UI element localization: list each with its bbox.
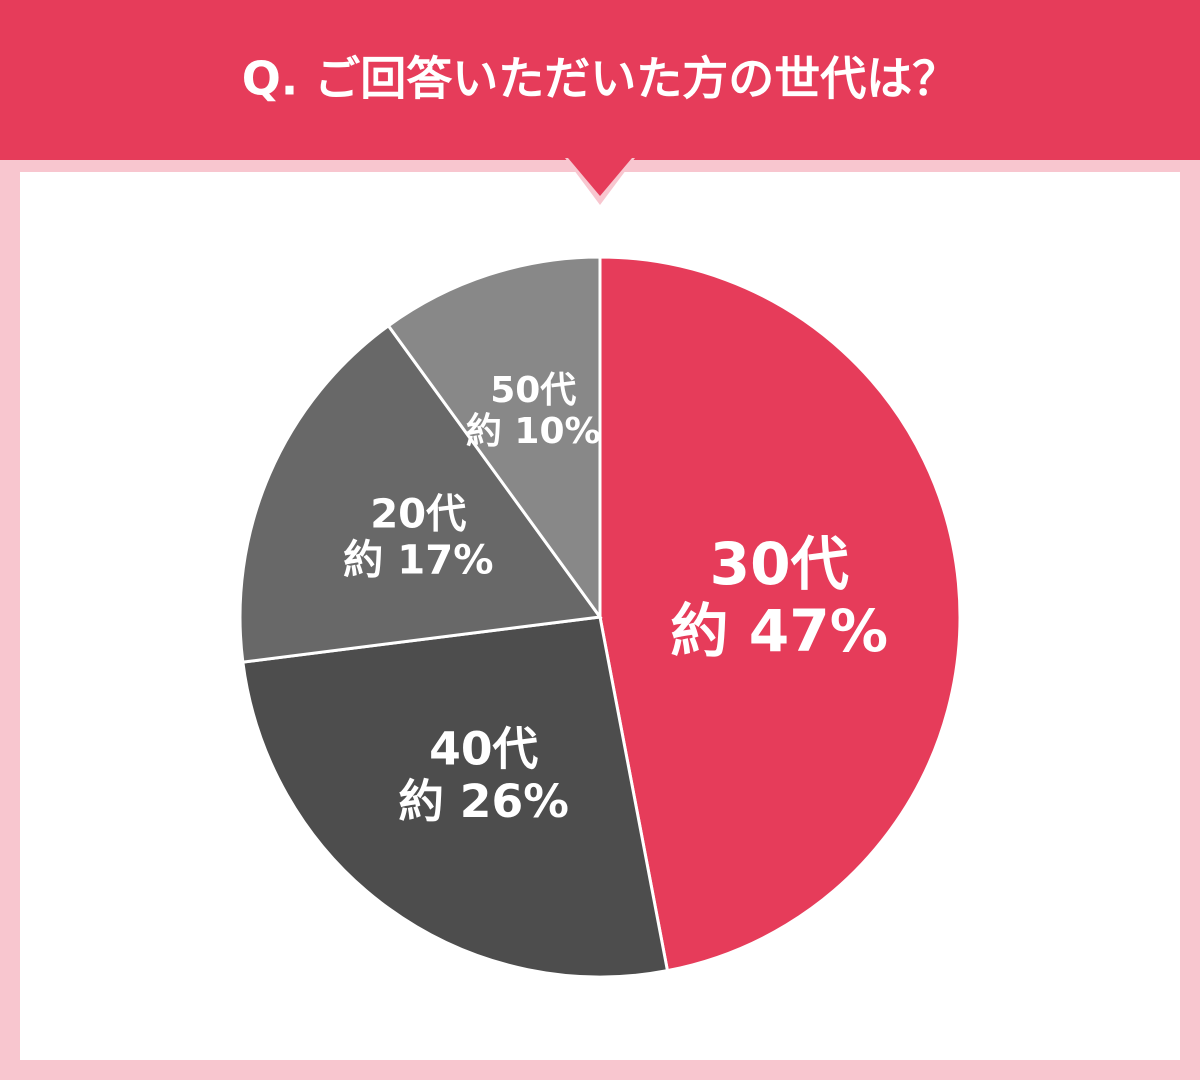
slice-category-label: 20代 [370,491,466,537]
slice-category-label: 30代 [710,530,849,598]
pie-slice [386,255,602,622]
pie-slice [241,615,670,979]
header [0,0,1200,160]
slice-value-label: 約 26% [398,775,569,828]
slice-value-label: 約 10% [466,411,601,452]
slice-category-label: 40代 [429,723,538,776]
pie-slice [238,323,603,664]
pointer [568,158,632,196]
slice-value-label: 約 17% [343,537,493,583]
slice-category-label: 50代 [490,370,576,411]
slice-value-label: 約 47% [670,597,888,665]
pie-slice [598,255,962,973]
chart-title: Q. ご回答いただいた方の世代は？ [242,52,959,106]
